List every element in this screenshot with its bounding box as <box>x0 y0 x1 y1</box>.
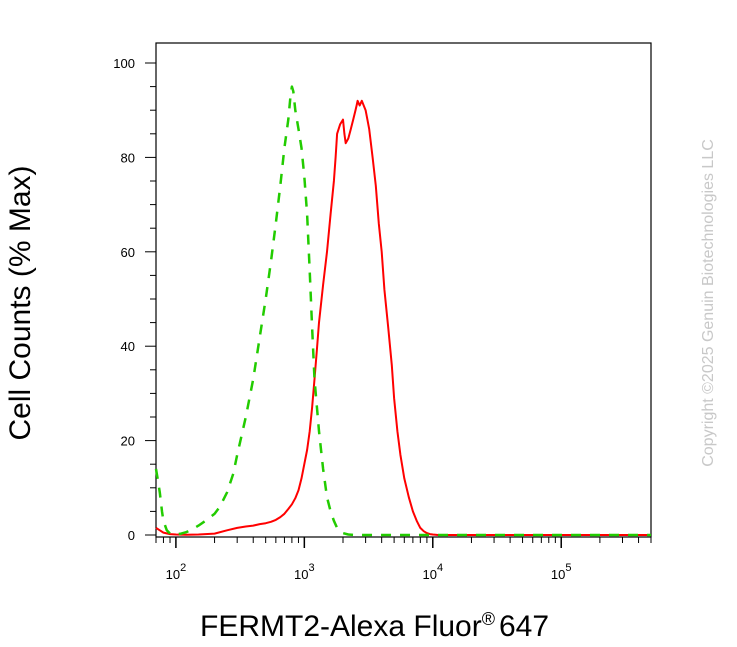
x-axis-title-suffix: 647 <box>499 610 549 643</box>
series-line-1 <box>154 85 651 537</box>
y-tick-label: 20 <box>121 434 135 449</box>
y-axis-title: Cell Counts (% Max) <box>4 165 37 440</box>
x-tick-label: 105 <box>551 562 572 582</box>
y-tick-label: 100 <box>113 56 135 71</box>
series-line-0 <box>155 99 651 536</box>
x-tick-base: 10 <box>551 567 565 582</box>
copyright-text: Copyright ©2025 Genuin Biotechnologies L… <box>700 139 717 467</box>
x-tick-exponent: 3 <box>309 562 315 574</box>
y-tick-label: 80 <box>121 150 135 165</box>
x-tick-base: 10 <box>422 567 436 582</box>
x-axis: 102 103 104 105 <box>155 537 652 582</box>
x-tick-label: 104 <box>422 562 443 582</box>
x-tick-label: 102 <box>166 562 187 582</box>
x-axis-title-main: FERMT2-Alexa Fluor <box>200 610 482 643</box>
series-layer <box>154 85 651 537</box>
plot-frame <box>155 42 652 538</box>
x-tick-base: 10 <box>294 567 308 582</box>
y-tick-label: 60 <box>121 245 135 260</box>
x-tick-exponent: 5 <box>565 562 571 574</box>
y-axis: 0 20 40 60 80 100 <box>113 56 156 543</box>
y-tick-label: 0 <box>128 528 135 543</box>
x-axis-title: FERMT2-Alexa Fluor® 647 <box>200 609 549 643</box>
x-axis-title-mark: ® <box>482 609 495 629</box>
x-tick-exponent: 2 <box>180 562 186 574</box>
y-tick-label: 40 <box>121 339 135 354</box>
x-tick-exponent: 4 <box>437 562 443 574</box>
x-tick-label: 103 <box>294 562 315 582</box>
x-tick-base: 10 <box>166 567 180 582</box>
